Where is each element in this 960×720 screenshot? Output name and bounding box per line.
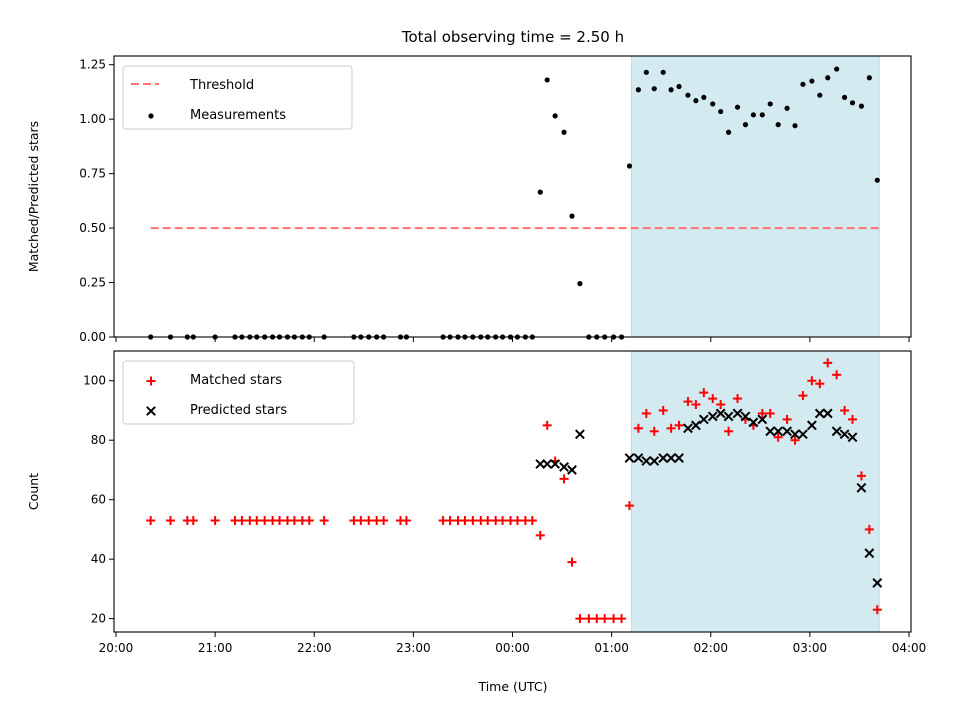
x-tick-label: 04:00 (892, 641, 927, 655)
data-point (701, 95, 706, 100)
data-point (569, 214, 574, 219)
y-tick-label: 1.25 (79, 58, 106, 72)
x-axis-label: Time (UTC) (477, 679, 547, 694)
data-point (561, 130, 566, 135)
data-point (710, 101, 715, 106)
chart-figure: Total observing time = 2.50 h 0.00 0.25 0.… (0, 0, 960, 720)
x-tick-label: 01:00 (594, 641, 629, 655)
data-point (784, 106, 789, 111)
legend-swatch (148, 113, 153, 118)
legend-label: Matched stars (190, 373, 282, 388)
data-point (577, 281, 582, 286)
data-point (669, 87, 674, 92)
data-point (735, 105, 740, 110)
y-tick-label: 40 (91, 552, 106, 566)
x-tick-label: 20:00 (99, 641, 134, 655)
data-point (817, 93, 822, 98)
y-tick-label: 20 (91, 612, 106, 626)
data-point (538, 190, 543, 195)
x-tick-label: 21:00 (198, 641, 233, 655)
data-point (792, 123, 797, 128)
data-point (768, 101, 773, 106)
legend-label: Measurements (190, 108, 286, 123)
y-tick-label: 80 (91, 433, 106, 447)
data-point (867, 75, 872, 80)
data-point (676, 84, 681, 89)
x-tick-label: 03:00 (793, 641, 828, 655)
data-point (859, 104, 864, 109)
data-point (661, 70, 666, 75)
data-point (834, 66, 839, 71)
legend-label: Predicted stars (190, 403, 287, 418)
data-point (760, 112, 765, 117)
data-point (545, 77, 550, 82)
data-point (800, 82, 805, 87)
chart-title: Total observing time = 2.50 h (401, 28, 624, 46)
y-tick-label: 0.00 (79, 330, 106, 344)
data-point (693, 98, 698, 103)
y-tick-label: 0.25 (79, 276, 106, 290)
data-point (644, 70, 649, 75)
data-point (652, 86, 657, 91)
data-point (875, 178, 880, 183)
data-point (636, 87, 641, 92)
y-tick-label: 60 (91, 493, 106, 507)
data-point (751, 112, 756, 117)
x-tick-label: 00:00 (495, 641, 530, 655)
data-point (685, 93, 690, 98)
y-tick-label: 100 (83, 374, 106, 388)
data-point (776, 122, 781, 127)
data-point (743, 122, 748, 127)
data-point (553, 113, 558, 118)
x-tick-label: 23:00 (396, 641, 431, 655)
legend-label: Threshold (189, 78, 254, 93)
y-axis-label: Count (26, 473, 41, 510)
y-axis-label: Matched/Predicted stars (26, 121, 41, 272)
y-tick-label: 0.50 (79, 221, 106, 235)
x-tick-label: 02:00 (693, 641, 728, 655)
data-point (809, 78, 814, 83)
x-tick-label: 22:00 (297, 641, 332, 655)
data-point (825, 75, 830, 80)
data-point (726, 130, 731, 135)
y-tick-label: 1.00 (79, 112, 106, 126)
data-point (842, 95, 847, 100)
data-point (718, 109, 723, 114)
data-point (627, 163, 632, 168)
y-tick-label: 0.75 (79, 167, 106, 181)
observing-window-shade (631, 351, 879, 632)
data-point (850, 100, 855, 105)
